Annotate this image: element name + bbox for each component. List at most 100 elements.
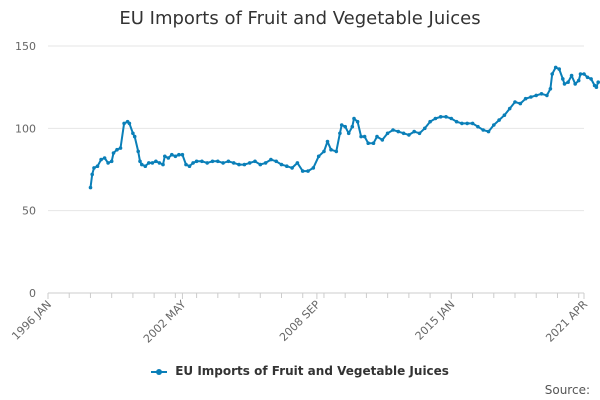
data-point [154, 159, 158, 164]
data-point [449, 116, 454, 121]
data-point [343, 124, 348, 129]
data-point [465, 121, 470, 126]
data-point [596, 80, 600, 84]
legend-label: EU Imports of Fruit and Vegetable Juices [175, 364, 449, 378]
data-point [109, 159, 114, 164]
data-point [191, 161, 195, 165]
data-point [557, 67, 561, 71]
data-point [216, 159, 220, 164]
data-point [95, 164, 100, 168]
data-point [433, 116, 438, 121]
data-point [338, 131, 342, 136]
data-point [428, 119, 432, 124]
data-point [355, 119, 360, 124]
data-point [295, 161, 300, 165]
data-point [578, 72, 583, 76]
y-tick-label: 150 [15, 40, 36, 53]
data-point [529, 95, 533, 99]
data-point [481, 128, 486, 132]
data-point [177, 152, 181, 157]
data-point [492, 123, 496, 127]
data-point [258, 162, 263, 167]
data-point [161, 162, 165, 167]
data-point [99, 157, 103, 162]
data-point [237, 162, 241, 167]
data-point [170, 152, 174, 157]
data-point [306, 169, 310, 173]
data-point [582, 72, 586, 76]
data-point [163, 154, 167, 159]
data-point [438, 115, 443, 119]
data-point [444, 115, 448, 119]
data-point [166, 156, 171, 160]
data-point [518, 101, 523, 106]
data-point [566, 80, 570, 84]
data-point [454, 119, 459, 124]
data-point [147, 161, 151, 165]
data-point [380, 138, 385, 142]
data-point [385, 131, 390, 136]
data-point [366, 141, 371, 145]
data-point [362, 134, 367, 139]
legend[interactable]: EU Imports of Fruit and Vegetable Juices [0, 364, 600, 378]
data-point [589, 77, 593, 81]
data-point [242, 162, 247, 167]
data-point [102, 156, 107, 160]
data-point [200, 159, 204, 164]
data-point [359, 134, 363, 139]
plot-area [88, 65, 600, 190]
data-point [375, 134, 379, 139]
data-point [329, 147, 333, 152]
data-point [90, 172, 94, 177]
data-point [513, 100, 517, 104]
data-point [460, 121, 464, 126]
data-point [346, 131, 351, 136]
data-point [140, 162, 144, 167]
data-point [502, 113, 507, 117]
data-point [561, 77, 565, 81]
data-point [569, 73, 574, 78]
x-tick-label: 2002 MAY [141, 298, 189, 346]
data-point [396, 129, 401, 134]
data-point [187, 164, 192, 168]
data-point [157, 161, 162, 165]
x-tick-label: 2021 APR [543, 298, 590, 345]
data-point [210, 159, 215, 164]
data-point [534, 93, 538, 98]
data-point [226, 159, 231, 164]
data-point [138, 159, 142, 164]
data-point [180, 152, 185, 157]
data-point [92, 166, 96, 170]
data-point [507, 106, 512, 111]
data-point [352, 116, 356, 121]
source-label: Source: [544, 383, 590, 397]
data-point [497, 118, 501, 122]
data-point [231, 161, 236, 165]
data-point [106, 161, 110, 165]
data-point [553, 65, 558, 70]
data-point [401, 131, 406, 136]
data-point [412, 129, 417, 134]
data-point [339, 123, 344, 127]
data-point [136, 149, 140, 154]
grid-lines [48, 45, 584, 212]
data-point [253, 159, 257, 164]
data-point [391, 128, 395, 132]
x-axis: 1996 JAN 2002 MAY 2008 SEP 2015 JAN 2021 APR [9, 292, 590, 346]
data-point [263, 161, 268, 165]
data-point [184, 162, 188, 167]
data-point [285, 164, 289, 168]
x-tick-label: 1996 JAN [9, 298, 54, 343]
data-point [371, 141, 376, 145]
data-point [470, 121, 475, 126]
data-point [150, 161, 155, 165]
data-point [316, 154, 321, 159]
data-point [118, 146, 123, 150]
data-point [269, 157, 273, 162]
data-point [407, 133, 411, 137]
data-point [247, 161, 252, 165]
data-point [476, 124, 480, 129]
chart-title: EU Imports of Fruit and Vegetable Juices [119, 8, 481, 29]
data-point [417, 131, 422, 136]
